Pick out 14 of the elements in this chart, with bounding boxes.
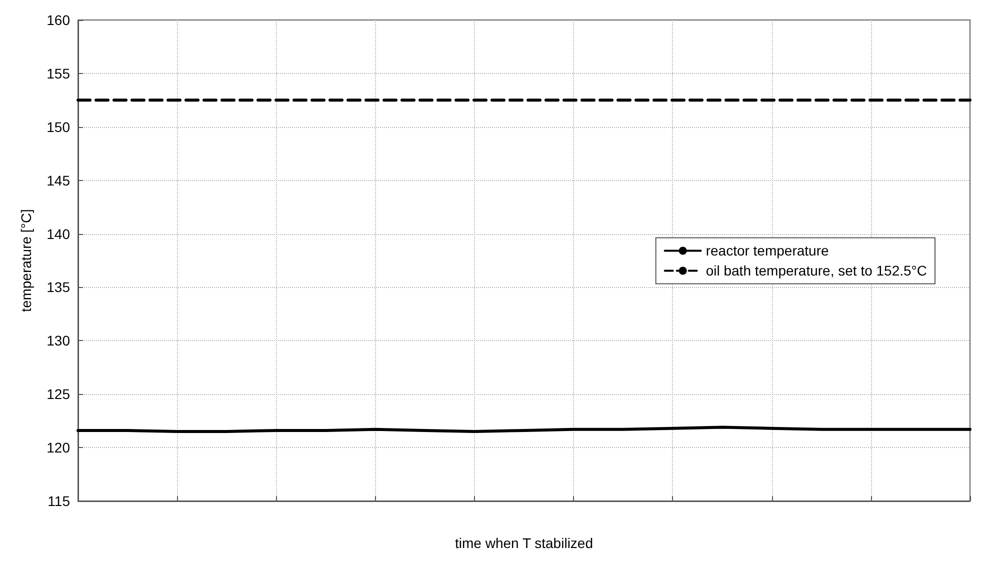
legend-label: oil bath temperature, set to 152.5°C [706,262,927,279]
x-axis-title: time when T stabilized [455,535,593,551]
y-tick-label: 135 [46,279,70,296]
y-tick-label: 120 [46,440,70,456]
y-tick-label: 160 [46,12,70,28]
y-tick-label: 125 [46,386,70,402]
y-tick-label: 140 [46,226,70,242]
y-tick-label: 130 [46,332,70,349]
legend-label: reactor temperature [706,242,829,259]
y-tick-label: 115 [48,493,70,509]
y-tick-label: 155 [46,65,70,82]
y-axis-title: temperature [°C] [18,209,34,312]
y-tick-label: 145 [46,172,70,188]
y-tick-label: 150 [46,118,70,135]
